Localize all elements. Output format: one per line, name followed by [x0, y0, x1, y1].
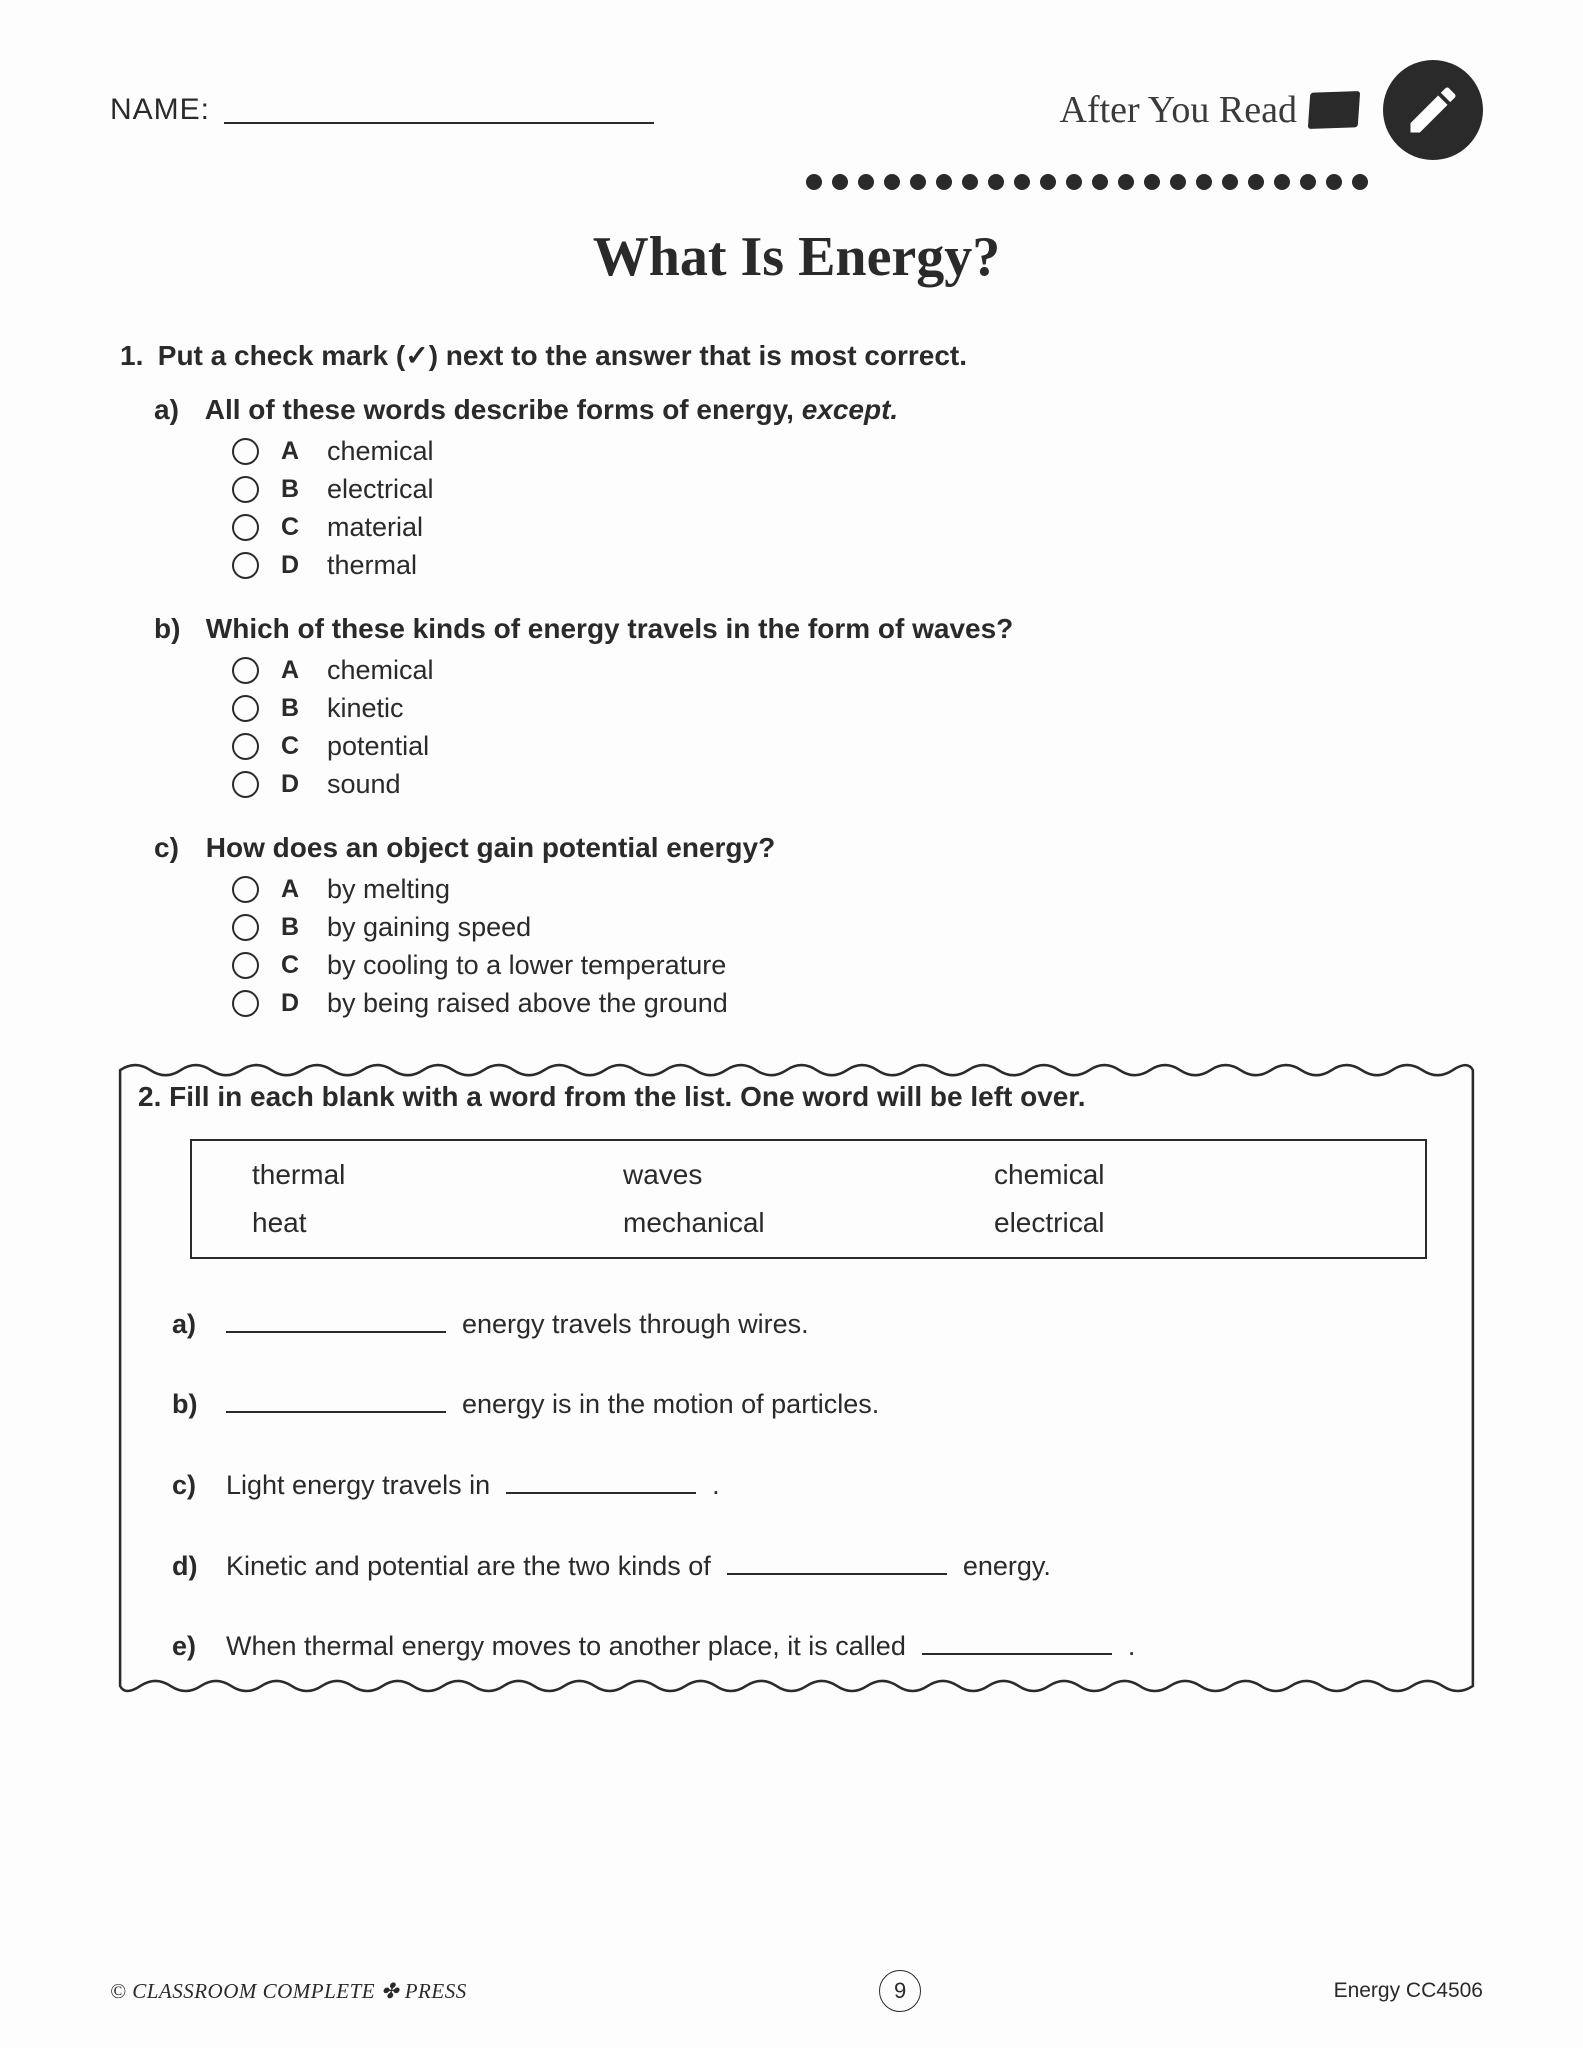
q1a-prompt: a) All of these words describe forms of … [154, 394, 1483, 426]
q1-number: 1. [120, 340, 150, 372]
name-field: NAME: [110, 93, 654, 127]
circle-icon[interactable] [232, 657, 259, 684]
blank-input[interactable] [727, 1545, 947, 1575]
circle-icon[interactable] [232, 952, 259, 979]
header: NAME: After You Read [110, 60, 1483, 160]
q2e: e) When thermal energy moves to another … [172, 1626, 1447, 1663]
worksheet-page: NAME: After You Read What Is Energy? 1. … [0, 0, 1583, 2048]
circle-icon[interactable] [232, 552, 259, 579]
q1b-option-c[interactable]: Cpotential [232, 731, 1483, 762]
word-bank-item: electrical [994, 1207, 1365, 1239]
book-icon [1308, 91, 1360, 129]
q1a-option-c[interactable]: Cmaterial [232, 512, 1483, 543]
q1c-option-b[interactable]: Bby gaining speed [232, 912, 1483, 943]
q1a-option-a[interactable]: Achemical [232, 436, 1483, 467]
series-label: Energy CC4506 [1334, 1979, 1483, 2003]
q1c-option-a[interactable]: Aby melting [232, 874, 1483, 905]
q1b: b) Which of these kinds of energy travel… [154, 613, 1483, 800]
q1b-options: Achemical Bkinetic Cpotential Dsound [232, 655, 1483, 800]
footer: © CLASSROOM COMPLETE ✤ PRESS 9 Energy CC… [110, 1970, 1483, 2012]
circle-icon[interactable] [232, 438, 259, 465]
q1a-option-d[interactable]: Dthermal [232, 550, 1483, 581]
blank-input[interactable] [226, 1384, 446, 1414]
word-bank: thermal waves chemical heat mechanical e… [190, 1139, 1427, 1259]
decorative-dots [110, 174, 1483, 195]
name-label: NAME: [110, 93, 210, 126]
q1b-option-b[interactable]: Bkinetic [232, 693, 1483, 724]
circle-icon[interactable] [232, 514, 259, 541]
q1a: a) All of these words describe forms of … [154, 394, 1483, 581]
q1b-option-d[interactable]: Dsound [232, 769, 1483, 800]
q2c: c) Light energy travels in . [172, 1464, 1447, 1501]
blank-input[interactable] [226, 1303, 446, 1333]
page-title: What Is Energy? [110, 225, 1483, 289]
q1c-option-d[interactable]: Dby being raised above the ground [232, 988, 1483, 1019]
word-bank-item: mechanical [623, 1207, 994, 1239]
page-number: 9 [879, 1970, 921, 2012]
name-input-line[interactable] [224, 122, 654, 124]
q1b-prompt: b) Which of these kinds of energy travel… [154, 613, 1483, 645]
q1-instruction: 1. Put a check mark (✓) next to the answ… [120, 339, 1483, 372]
q1b-option-a[interactable]: Achemical [232, 655, 1483, 686]
q2b: b) energy is in the motion of particles. [172, 1384, 1447, 1421]
q2a: a) energy travels through wires. [172, 1303, 1447, 1340]
circle-icon[interactable] [232, 990, 259, 1017]
circle-icon[interactable] [232, 914, 259, 941]
q2-number: 2. [138, 1081, 161, 1112]
q1a-option-b[interactable]: Belectrical [232, 474, 1483, 505]
circle-icon[interactable] [232, 733, 259, 760]
q2-instruction-text: Fill in each blank with a word from the … [169, 1081, 1085, 1112]
circle-icon[interactable] [232, 771, 259, 798]
word-bank-item: waves [623, 1159, 994, 1191]
word-bank-item: thermal [252, 1159, 623, 1191]
q1c-options: Aby melting Bby gaining speed Cby coolin… [232, 874, 1483, 1019]
after-you-read-badge: After You Read [1060, 60, 1483, 160]
blank-input[interactable] [506, 1464, 696, 1494]
word-bank-item: heat [252, 1207, 623, 1239]
pencil-icon [1383, 60, 1483, 160]
circle-icon[interactable] [232, 476, 259, 503]
q1c-prompt: c) How does an object gain potential ene… [154, 832, 1483, 864]
q1-instruction-text: Put a check mark (✓) next to the answer … [158, 340, 967, 371]
circle-icon[interactable] [232, 876, 259, 903]
word-bank-item: chemical [994, 1159, 1365, 1191]
q2-container: 2. Fill in each blank with a word from t… [110, 1055, 1483, 1708]
circle-icon[interactable] [232, 695, 259, 722]
after-you-read-text: After You Read [1060, 88, 1297, 132]
q1c: c) How does an object gain potential ene… [154, 832, 1483, 1019]
q1c-option-c[interactable]: Cby cooling to a lower temperature [232, 950, 1483, 981]
q2d: d) Kinetic and potential are the two kin… [172, 1545, 1447, 1582]
q1a-options: Achemical Belectrical Cmaterial Dthermal [232, 436, 1483, 581]
q2-instruction: 2. Fill in each blank with a word from t… [138, 1081, 1447, 1113]
blank-input[interactable] [922, 1626, 1112, 1656]
publisher-label: © CLASSROOM COMPLETE ✤ PRESS [110, 1979, 467, 2004]
